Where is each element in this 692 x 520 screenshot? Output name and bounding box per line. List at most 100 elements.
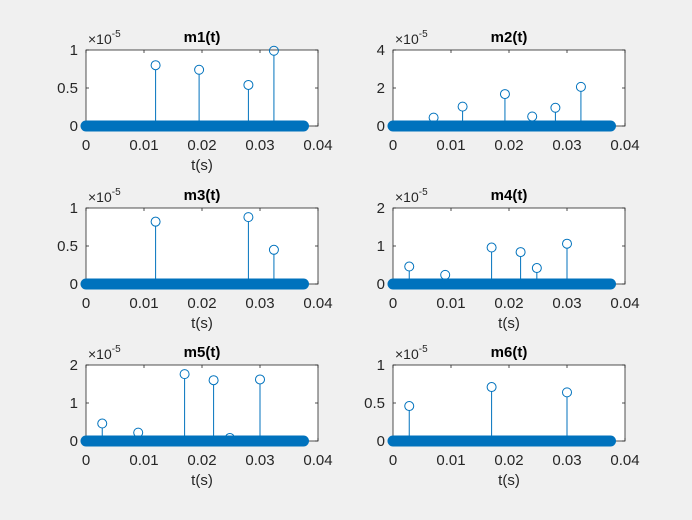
exponent-label: ×10-5	[88, 187, 121, 205]
y-tick-label: 2	[70, 357, 78, 374]
exponent-power: -5	[419, 187, 428, 198]
exponent-power: -5	[419, 29, 428, 40]
y-tick-label: 1	[70, 395, 78, 412]
x-tick-label: 0.01	[129, 295, 158, 312]
subplot-title: m1(t)	[184, 29, 221, 46]
stem-marker	[486, 242, 497, 253]
x-tick-label: 0.04	[303, 295, 332, 312]
exponent-label: ×10-5	[395, 344, 428, 362]
x-tick-label: 0	[82, 295, 90, 312]
stem-marker	[179, 369, 190, 380]
stem-marker	[440, 269, 451, 280]
x-tick-label: 0.04	[610, 295, 639, 312]
x-axis-label: t(s)	[498, 472, 520, 489]
stem-marker	[527, 111, 538, 122]
subplot-1: 0 0.01 0.02 0.03 0.04 0 0.5 1 ×10-5 m1(t) t(s)	[57, 29, 332, 174]
y-tick-label: 0	[70, 433, 78, 450]
stem-marker	[562, 238, 572, 249]
x-tick-label: 0.04	[303, 137, 332, 154]
x-tick-label: 0	[389, 295, 397, 312]
y-tick-label: 1	[70, 42, 78, 59]
y-tick-label: 0.5	[57, 80, 78, 97]
stem-marker	[499, 89, 510, 100]
y-tick-label: 0	[377, 276, 385, 293]
y-tick-label: 1	[377, 238, 385, 255]
x-axis-label: t(s)	[191, 315, 213, 332]
exponent-power: -5	[112, 29, 121, 40]
subplot-3: 0 0.01 0.02 0.03 0.04 0 0.5 1 ×10-5 m3(t) t(s)	[57, 187, 332, 332]
x-tick-label: 0.04	[303, 452, 332, 469]
x-axis-label: t(s)	[498, 315, 520, 332]
x-tick-label: 0.03	[245, 295, 274, 312]
exponent-label: ×10-5	[395, 29, 428, 47]
stem-marker	[194, 64, 205, 75]
y-tick-label: 0	[377, 433, 385, 450]
stem-marker	[428, 112, 439, 123]
x-tick-label: 0	[82, 137, 90, 154]
subplot-4: 0 0.01 0.02 0.03 0.04 0 1 2 ×10-5 m4(t) t(s)	[377, 187, 640, 332]
exponent-base: ×10	[395, 189, 419, 205]
subplot-title: m6(t)	[491, 344, 528, 361]
y-tick-label: 0	[377, 118, 385, 135]
x-tick-label: 0.04	[610, 137, 639, 154]
stem-marker	[515, 247, 526, 258]
axes-box	[85, 49, 319, 127]
stem-marker	[404, 401, 415, 412]
y-tick-label: 0.5	[57, 238, 78, 255]
y-tick-label: 2	[377, 80, 385, 97]
x-tick-label: 0.02	[187, 452, 216, 469]
x-tick-label: 0.02	[494, 137, 523, 154]
stem-marker	[404, 261, 415, 272]
x-tick-label: 0.02	[187, 137, 216, 154]
y-tick-label: 0	[70, 276, 78, 293]
stem-marker	[531, 263, 542, 274]
exponent-power: -5	[112, 344, 121, 355]
stem-marker	[150, 216, 161, 227]
exponent-base: ×10	[88, 189, 112, 205]
exponent-label: ×10-5	[88, 29, 121, 47]
exponent-base: ×10	[395, 346, 419, 362]
axes-box	[392, 49, 626, 127]
x-tick-label: 0.01	[436, 295, 465, 312]
stem-marker	[243, 212, 254, 223]
x-tick-label: 0.04	[610, 452, 639, 469]
stem-marker	[268, 45, 279, 56]
subplot-title: m4(t)	[491, 187, 528, 204]
x-tick-label: 0.03	[245, 137, 274, 154]
stem-marker	[562, 387, 572, 398]
x-tick-label: 0	[82, 452, 90, 469]
subplot-title: m2(t)	[491, 29, 528, 46]
axes-box	[85, 207, 319, 285]
axes-box	[85, 364, 319, 442]
stem-marker	[208, 375, 219, 386]
x-tick-label: 0.01	[129, 137, 158, 154]
exponent-power: -5	[419, 344, 428, 355]
exponent-base: ×10	[88, 346, 112, 362]
x-tick-label: 0.02	[187, 295, 216, 312]
exponent-label: ×10-5	[395, 187, 428, 205]
y-tick-label: 0	[70, 118, 78, 135]
x-tick-label: 0.02	[494, 295, 523, 312]
x-tick-label: 0.03	[552, 137, 581, 154]
x-tick-label: 0.01	[436, 452, 465, 469]
y-tick-label: 4	[377, 42, 385, 59]
stem-marker	[224, 432, 235, 443]
x-tick-label: 0.03	[245, 452, 274, 469]
stem-marker	[133, 427, 144, 438]
x-tick-label: 0.01	[436, 137, 465, 154]
x-axis-label: t(s)	[191, 472, 213, 489]
y-tick-label: 2	[377, 200, 385, 217]
exponent-base: ×10	[88, 31, 112, 47]
axes-box	[392, 207, 626, 285]
exponent-label: ×10-5	[88, 344, 121, 362]
x-tick-label: 0	[389, 452, 397, 469]
y-tick-label: 1	[70, 200, 78, 217]
axes-box	[392, 364, 626, 442]
x-axis-label: t(s)	[191, 157, 213, 174]
stem-marker	[550, 102, 561, 113]
stem-marker	[486, 382, 497, 393]
subplot-2: 0 0.01 0.02 0.03 0.04 0 2 4 ×10-5 m2(t)	[377, 29, 640, 154]
subplot-6: 0 0.01 0.02 0.03 0.04 0 0.5 1 ×10-5 m6(t) t(s)	[364, 344, 639, 489]
stem-marker	[255, 374, 265, 385]
subplot-title: m5(t)	[184, 344, 221, 361]
